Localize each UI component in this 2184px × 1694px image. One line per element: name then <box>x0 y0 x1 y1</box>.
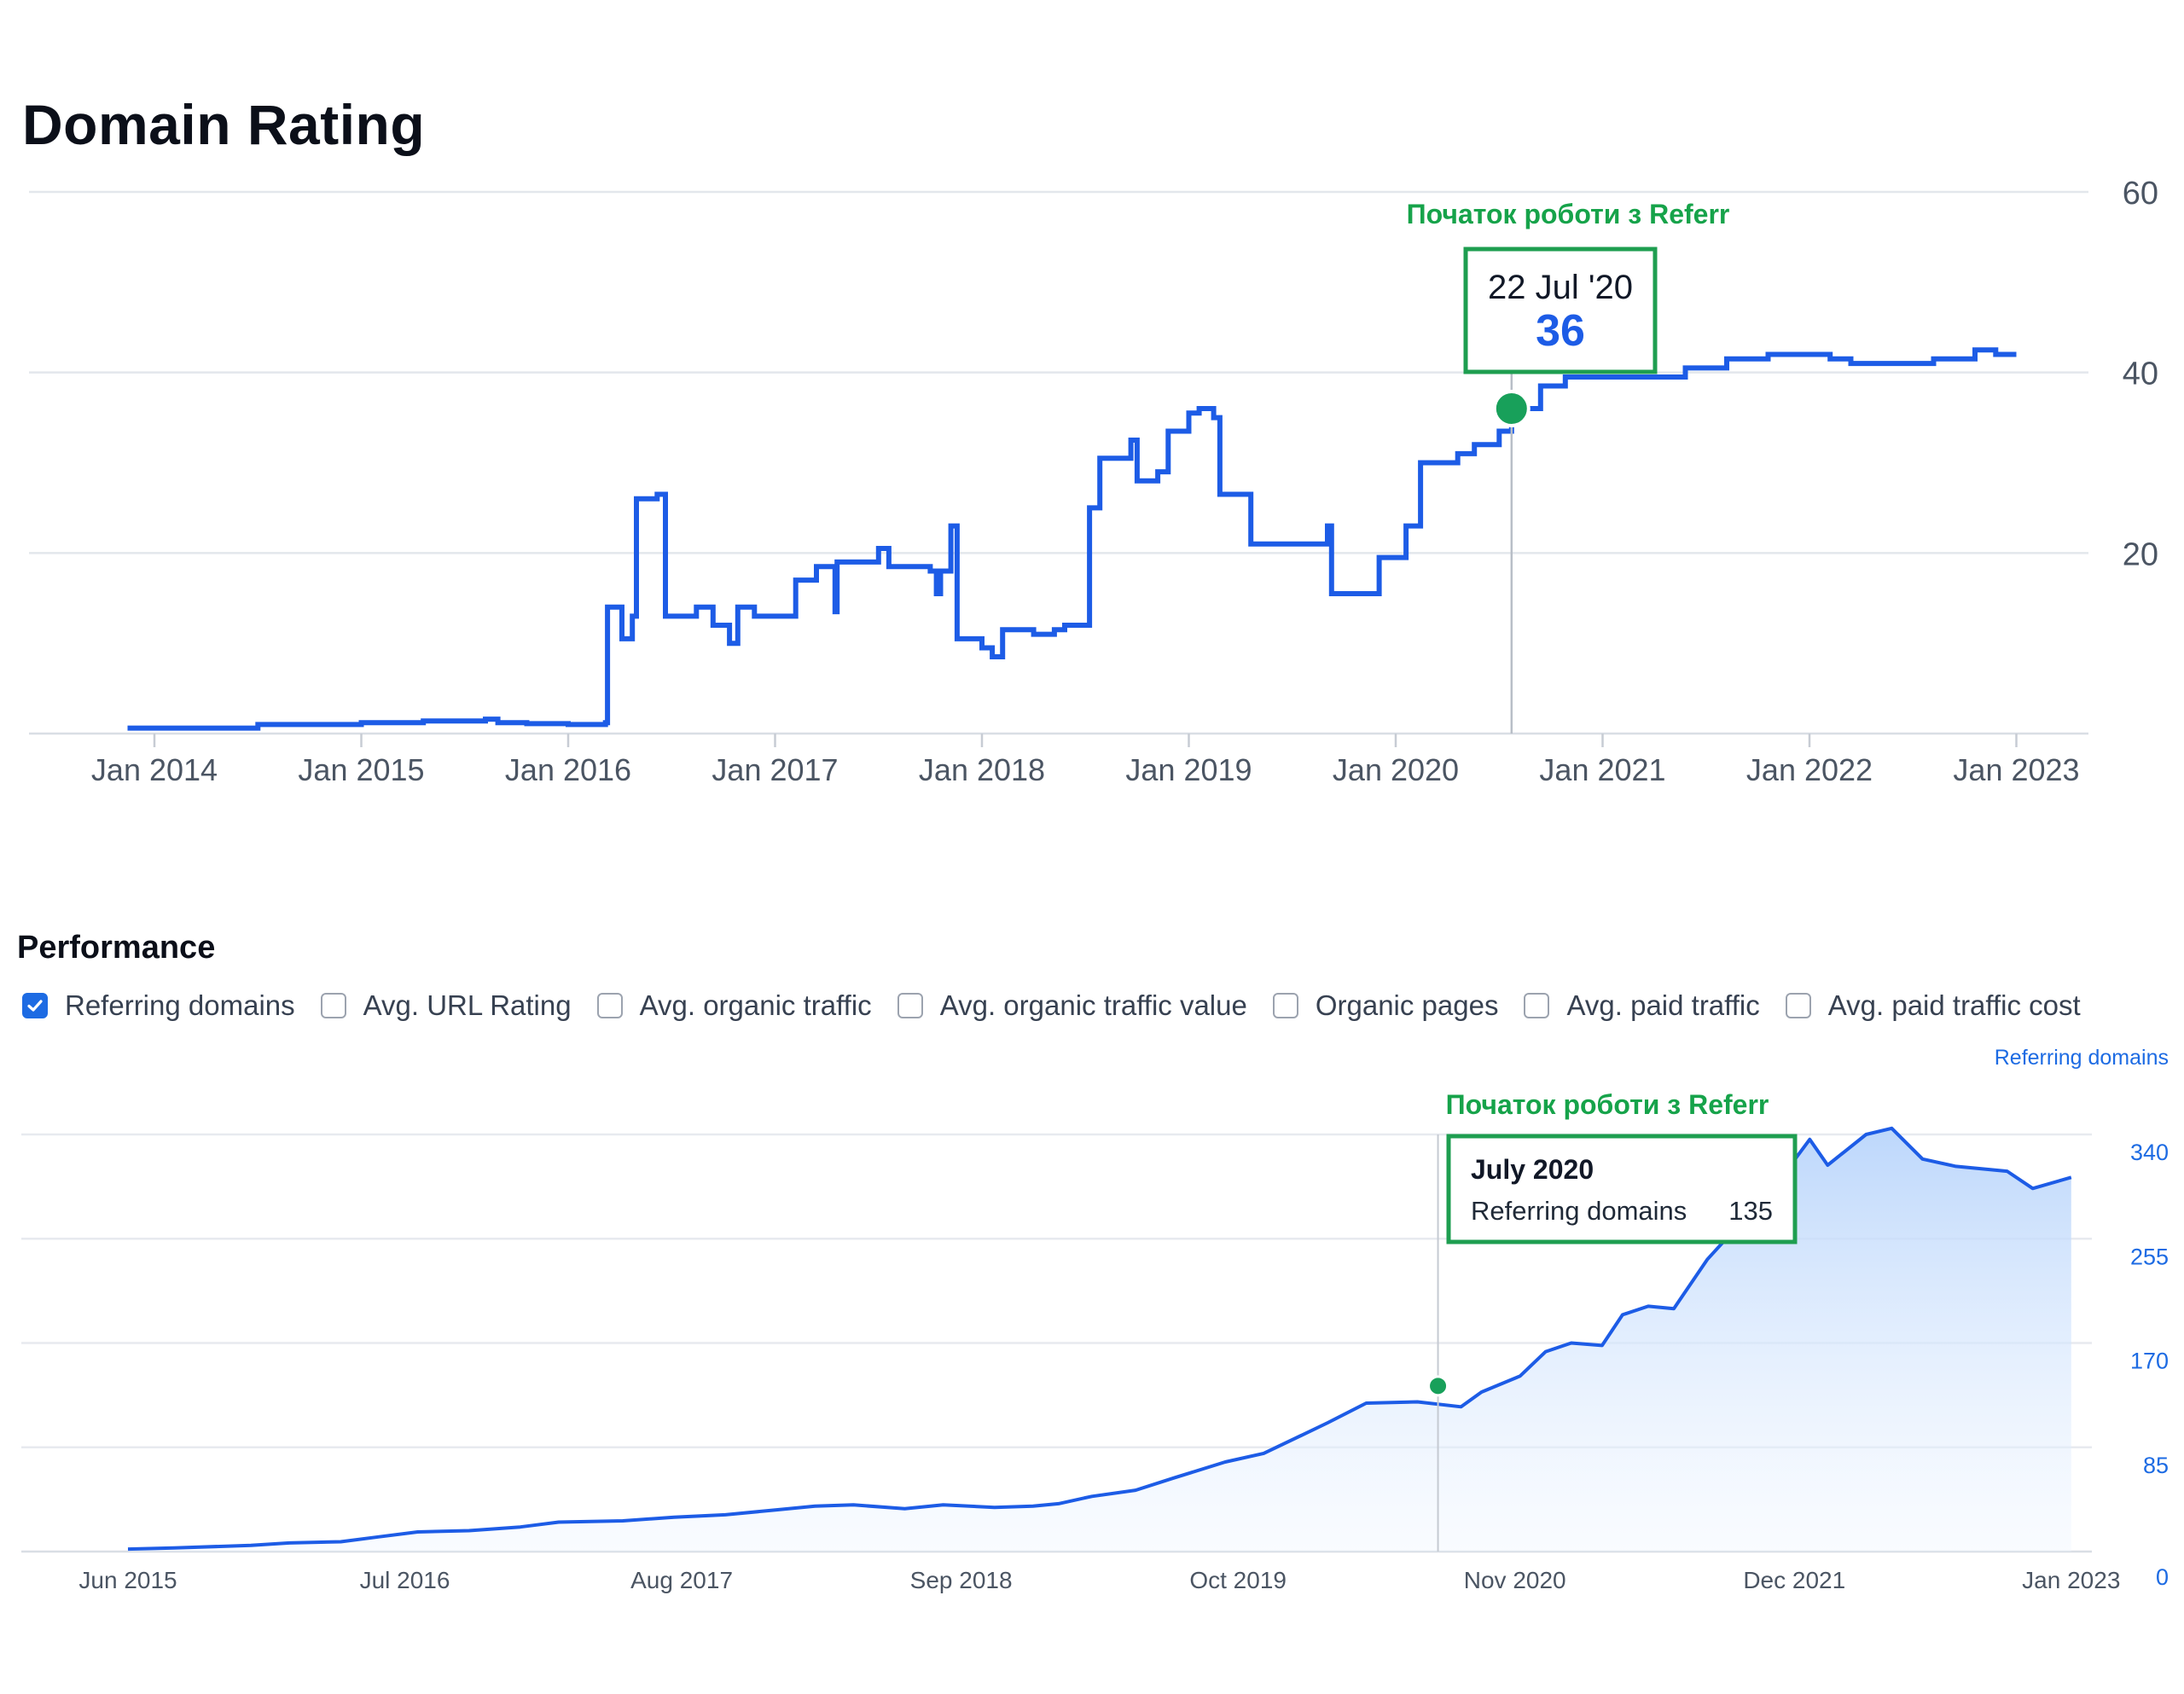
referring-domains-area <box>128 1128 2071 1552</box>
tooltip-date: 22 Jul '20 <box>1488 269 1633 306</box>
x-tick-label: Jan 2018 <box>919 752 1045 787</box>
metric-label: Avg. organic traffic <box>639 989 872 1021</box>
tooltip-value: 135 <box>1728 1196 1773 1226</box>
x-tick-label: Jan 2019 <box>1125 752 1252 787</box>
metric-avg-organic-traffic-checkbox[interactable] <box>596 993 623 1018</box>
x-tick-label: Nov 2020 <box>1464 1567 1566 1593</box>
metric-label: Avg. paid traffic <box>1566 989 1760 1021</box>
metric-organic-pages[interactable]: Organic pages <box>1272 989 1499 1022</box>
metric-avg-paid-traffic[interactable]: Avg. paid traffic <box>1524 989 1760 1022</box>
metric-organic-pages-checkbox[interactable] <box>1272 993 1298 1018</box>
y-tick-label: 170 <box>2130 1349 2169 1374</box>
metric-avg-url-rating[interactable]: Avg. URL Rating <box>320 989 572 1022</box>
series-legend-referring-domains[interactable]: Referring domains <box>1994 1046 2169 1070</box>
x-tick-label: Aug 2017 <box>630 1567 733 1593</box>
tooltip-box <box>1463 247 1658 374</box>
y-tick-label: 255 <box>2130 1244 2169 1269</box>
x-tick-label: Sep 2018 <box>910 1567 1013 1593</box>
metric-avg-organic-traffic-value-checkbox[interactable] <box>897 993 923 1018</box>
domain-rating-chart[interactable]: 20 40 60 Jan 2014 Jan 2015 Jan 2016 Jan 2017 Ja… <box>0 0 2184 853</box>
metric-avg-organic-traffic-value[interactable]: Avg. organic traffic value <box>897 989 1247 1022</box>
metric-avg-paid-traffic-checkbox[interactable] <box>1524 993 1550 1018</box>
x-tick-label: Jun 2015 <box>78 1567 177 1593</box>
y-tick-label: 85 <box>2143 1453 2169 1478</box>
tooltip-title: July 2020 <box>1471 1154 1594 1185</box>
performance-title: Performance <box>17 930 216 966</box>
annotation-label: Початок роботи з Referr <box>1446 1089 1769 1120</box>
tooltip-box <box>1446 1134 1798 1244</box>
y-tick-label: 40 <box>2123 357 2158 392</box>
y-tick-label: 20 <box>2123 537 2158 572</box>
x-tick-label: Jan 2023 <box>2022 1567 2120 1593</box>
y-tick-label: 60 <box>2123 176 2158 212</box>
y-tick-label: 340 <box>2130 1140 2169 1165</box>
x-tick-label: Jan 2015 <box>298 752 424 787</box>
checkmark-icon <box>27 1000 43 1012</box>
metric-avg-paid-traffic-cost[interactable]: Avg. paid traffic cost <box>1785 989 2081 1022</box>
tooltip-label: Referring domains <box>1471 1196 1687 1226</box>
x-tick-label: Jan 2020 <box>1333 752 1459 787</box>
tooltip: July 2020 Referring domains 135 <box>1446 1134 1798 1244</box>
x-tick-label: Jan 2022 <box>1746 752 1873 787</box>
x-tick-label: Jan 2023 <box>1953 752 2079 787</box>
metric-avg-url-rating-checkbox[interactable] <box>320 993 346 1018</box>
metric-selector: Referring domains Avg. URL Rating Avg. o… <box>22 989 2106 1022</box>
x-tick-label: Jan 2017 <box>712 752 838 787</box>
x-tick-label: Jan 2021 <box>1539 752 1665 787</box>
metric-label: Referring domains <box>65 989 295 1021</box>
tooltip-value: 36 <box>1536 306 1585 356</box>
metric-avg-organic-traffic[interactable]: Avg. organic traffic <box>596 989 872 1022</box>
x-tick-label: Jan 2014 <box>91 752 218 787</box>
x-tick-label: Oct 2019 <box>1189 1567 1287 1593</box>
y-tick-label: 0 <box>2156 1564 2169 1590</box>
x-tick-label: Jan 2016 <box>505 752 631 787</box>
domain-rating-line <box>127 347 2017 731</box>
metric-label: Organic pages <box>1315 989 1499 1021</box>
hover-marker <box>1427 1375 1449 1397</box>
hover-marker <box>1492 390 1531 427</box>
metric-referring-domains-checkbox[interactable] <box>22 993 48 1018</box>
metric-avg-paid-traffic-cost-checkbox[interactable] <box>1785 993 1811 1018</box>
annotation-label: Початок роботи з Referr <box>1407 199 1730 229</box>
x-tick-label: Jul 2016 <box>360 1567 450 1593</box>
metric-label: Avg. URL Rating <box>363 989 572 1021</box>
metric-label: Avg. organic traffic value <box>939 989 1247 1021</box>
domain-rating-title: Domain Rating <box>22 93 426 156</box>
metric-referring-domains[interactable]: Referring domains <box>22 989 295 1022</box>
metric-label: Avg. paid traffic cost <box>1827 989 2081 1021</box>
x-tick-label: Dec 2021 <box>1743 1567 1845 1593</box>
